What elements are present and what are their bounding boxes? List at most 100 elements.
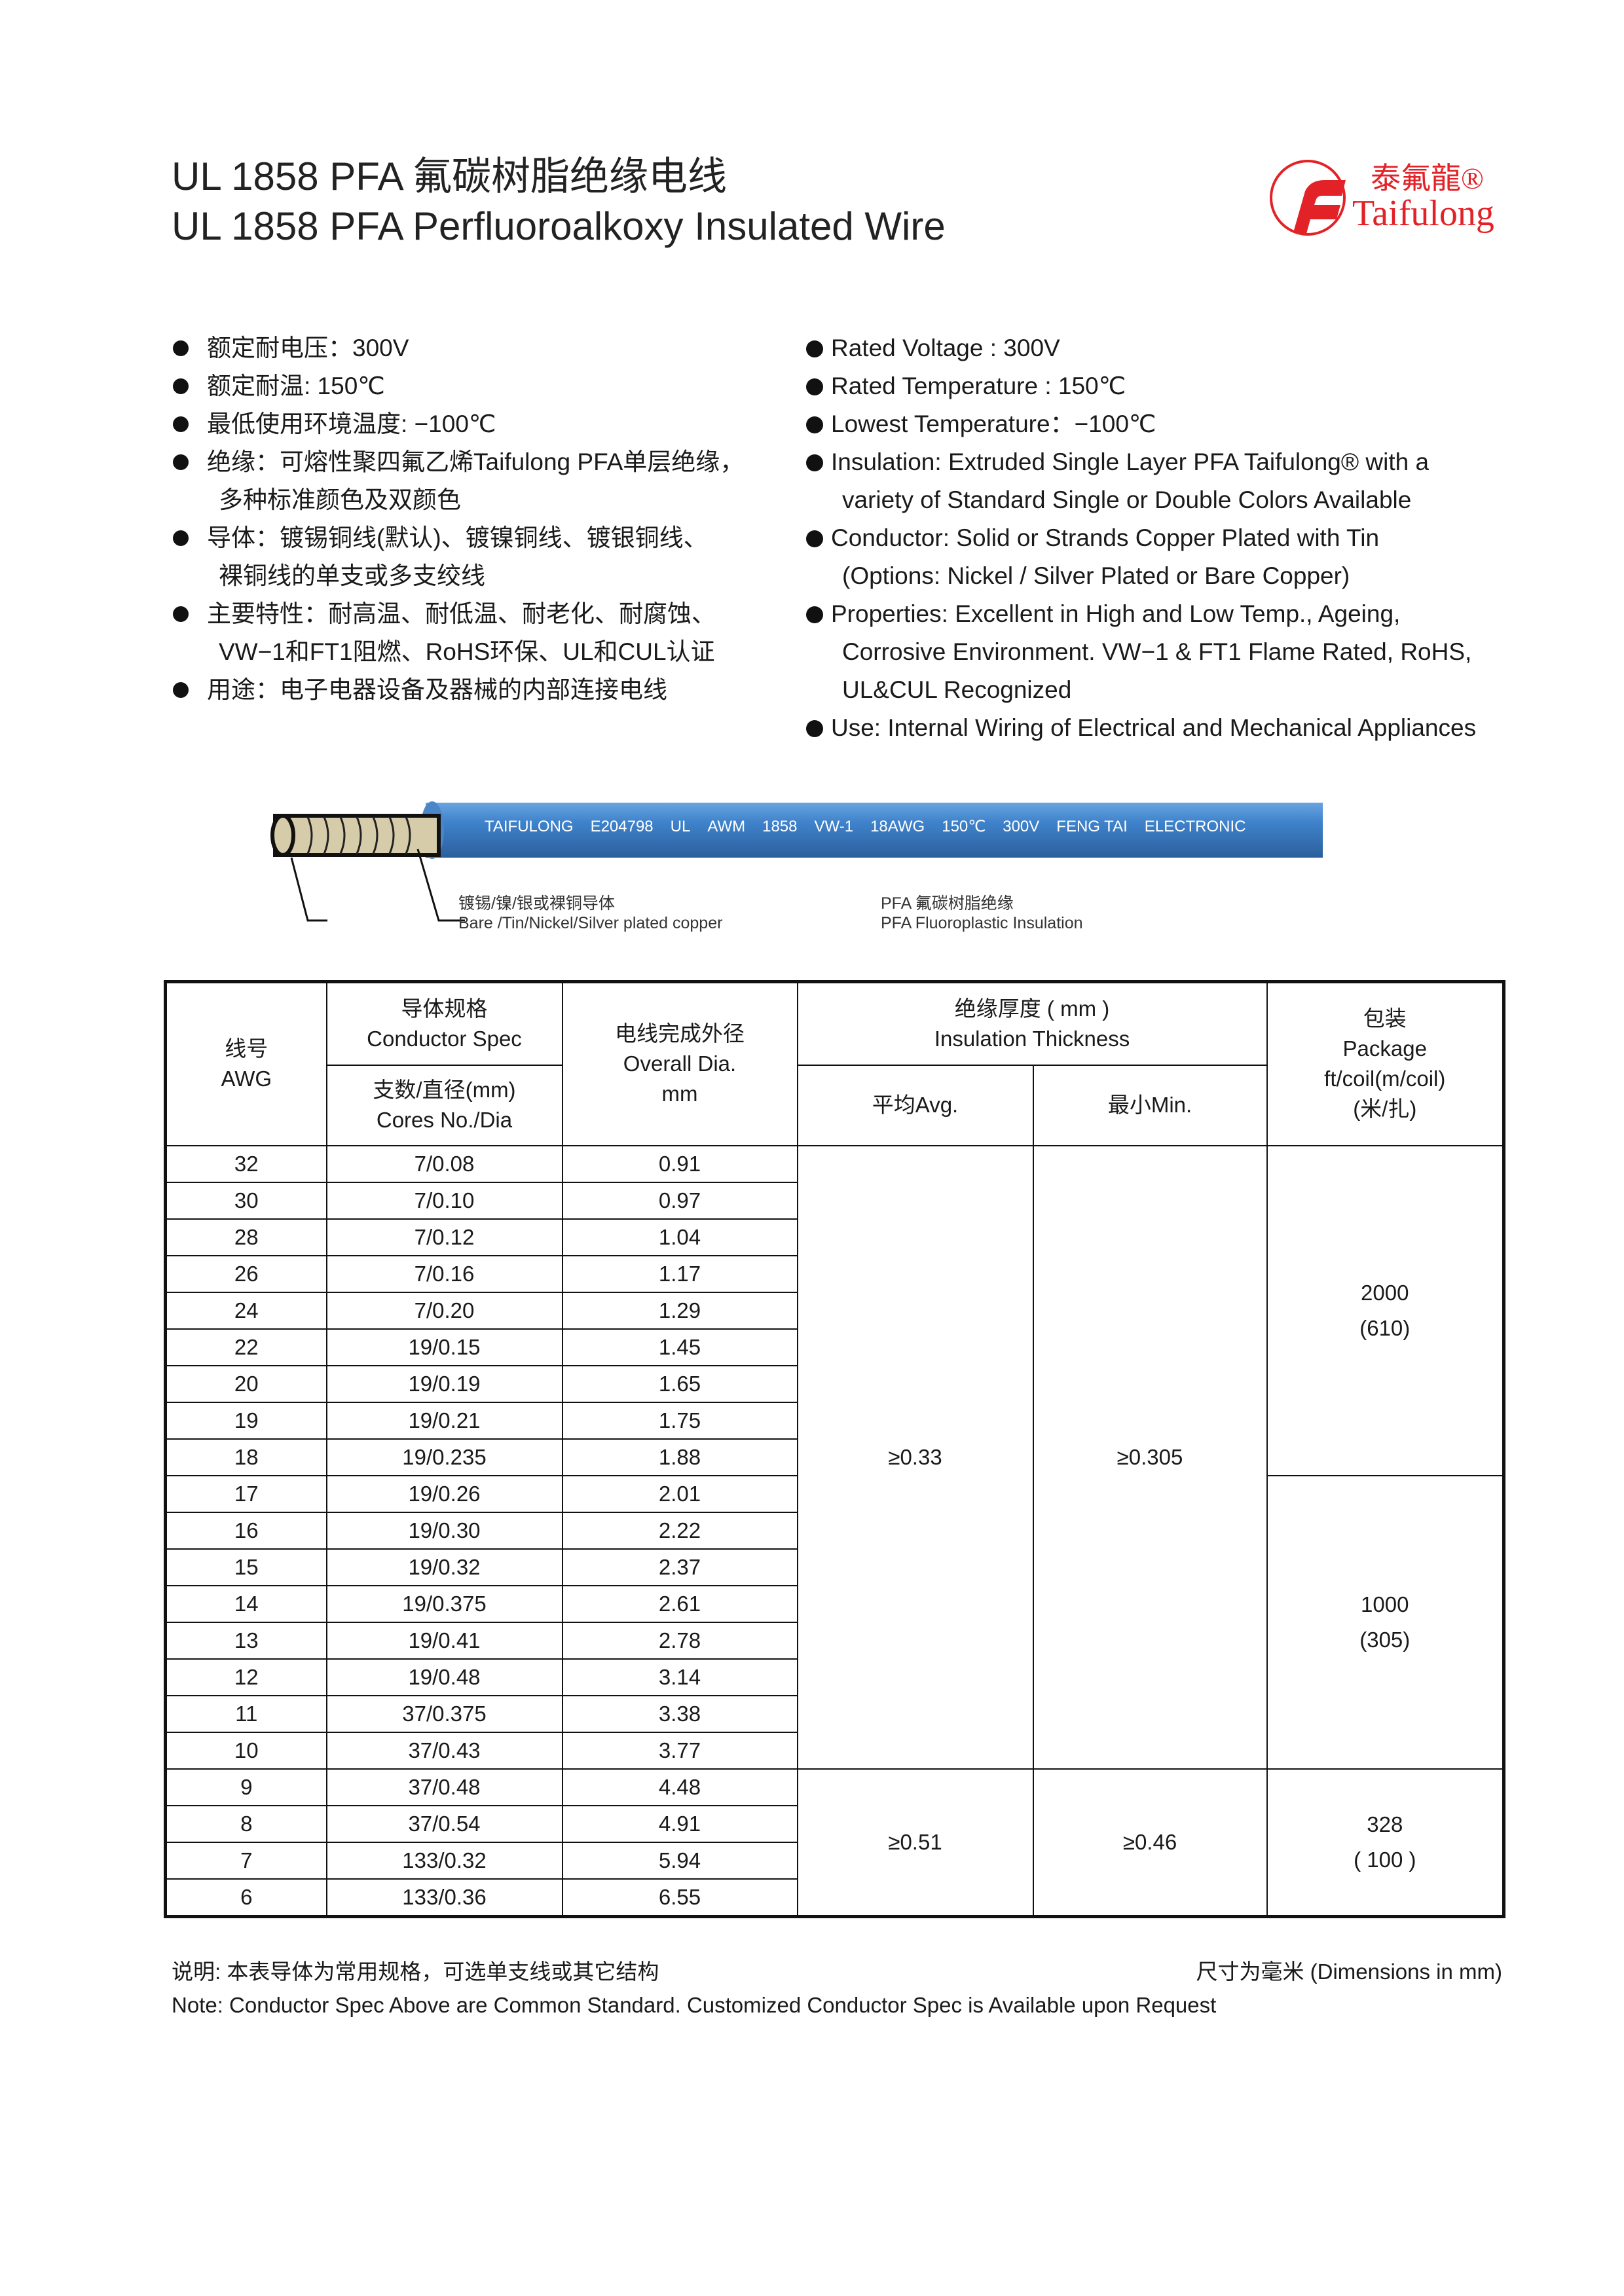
package-cell: 2000 (610): [1266, 1144, 1505, 1476]
table-row: 13 19/0.41 2.78: [164, 1621, 1504, 1660]
cores-cell: 19/0.32: [325, 1548, 563, 1586]
overall-dia-cell: 0.97: [561, 1181, 798, 1220]
feature-text: 额定耐温: 150℃: [207, 373, 385, 399]
overall-dia-cell: 2.61: [561, 1584, 798, 1623]
bullet-icon: [173, 530, 189, 546]
awg-cell: 24: [164, 1291, 327, 1330]
feature-item: Use: Internal Wiring of Electrical and M…: [806, 709, 1476, 747]
cores-cell: 19/0.41: [325, 1621, 563, 1660]
bullet-icon: [806, 606, 823, 623]
cable-print-item: 150℃: [942, 818, 986, 835]
package-cell: 1000 (305): [1266, 1474, 1505, 1770]
bullet-icon: [806, 416, 823, 433]
feature-text: Corrosive Environment. VW−1 & FT1 Flame …: [842, 638, 1472, 665]
overall-dia-cell: 2.22: [561, 1511, 798, 1550]
feature-item: Rated Temperature : 150℃: [806, 367, 1476, 405]
bullet-icon: [173, 682, 189, 698]
bullet-icon: [173, 378, 189, 394]
awg-cell: 17: [164, 1474, 327, 1513]
table-row: 32 7/0.08 0.91 ≥0.33 ≥0.305 2000 (610): [164, 1144, 1505, 1770]
bullet-icon: [173, 454, 189, 470]
table-row: 8 37/0.54 4.91: [164, 1804, 1504, 1843]
logo-en: Taifulong: [1352, 193, 1494, 234]
bullet-icon: [806, 378, 823, 395]
awg-cell: 6: [164, 1878, 327, 1917]
table-row: 17 19/0.26 2.01 1000 (305): [164, 1474, 1505, 1770]
feature-text: Use: Internal Wiring of Electrical and M…: [831, 714, 1477, 741]
overall-dia-cell: 1.17: [561, 1254, 798, 1293]
table-row: 12 19/0.48 3.14: [164, 1658, 1504, 1696]
note-cn: 说明: 本表导体为常用规格，可选单支线或其它结构: [172, 1959, 659, 1984]
cable-print-item: 300V: [1003, 818, 1040, 835]
overall-dia-cell: 1.45: [561, 1328, 798, 1366]
cores-cell: 7/0.20: [325, 1291, 563, 1330]
feature-item: 主要特性：耐高温、耐低温、耐老化、耐腐蚀、: [173, 595, 744, 633]
table-row: 18 19/0.235 1.88: [164, 1438, 1504, 1476]
feature-text: 用途：电子电器设备及器械的内部连接电线: [207, 676, 667, 703]
awg-cell: 22: [164, 1328, 327, 1366]
cable-print-item: ELECTRONIC: [1144, 818, 1246, 835]
table-row: 15 19/0.32 2.37: [164, 1548, 1504, 1586]
awg-cell: 7: [164, 1841, 327, 1880]
feature-item: 导体：镀锡铜线(默认)、镀镍铜线、镀银铜线、: [173, 519, 744, 557]
cable-print-item: VW-1: [814, 818, 854, 835]
overall-dia-cell: 4.91: [561, 1804, 798, 1843]
insulation-min-cell: ≥0.46: [1032, 1768, 1268, 1917]
conductor-label-cn: 镀锡/镍/银或裸铜导体: [458, 894, 615, 913]
overall-dia-cell: 2.01: [561, 1474, 798, 1513]
feature-text: 多种标准颜色及双颜色: [219, 486, 461, 513]
overall-dia-cell: 2.78: [561, 1621, 798, 1660]
cores-cell: 19/0.30: [325, 1511, 563, 1550]
cable-print-item: FENG TAI: [1056, 818, 1128, 835]
awg-cell: 14: [164, 1584, 327, 1623]
awg-cell: 16: [164, 1511, 327, 1550]
feature-text: Rated Temperature : 150℃: [831, 373, 1126, 399]
header-conductor: 导体规格 Conductor Spec: [325, 981, 563, 1066]
feature-text: Lowest Temperature：−100℃: [831, 410, 1156, 437]
insulation-avg-cell: ≥0.33: [796, 1144, 1034, 1770]
feature-item: 多种标准颜色及双颜色: [173, 481, 744, 519]
cores-cell: 7/0.16: [325, 1254, 563, 1293]
overall-dia-cell: 4.48: [561, 1768, 798, 1806]
overall-dia-cell: 1.04: [561, 1218, 798, 1256]
bullet-icon: [806, 720, 823, 737]
table-row: 19 19/0.21 1.75: [164, 1401, 1504, 1440]
feature-item: Rated Voltage : 300V: [806, 329, 1476, 367]
bullet-icon: [806, 454, 823, 471]
feature-text: (Options: Nickel / Silver Plated or Bare…: [842, 562, 1350, 589]
feature-text: 最低使用环境温度: −100℃: [207, 410, 496, 437]
cable-print-item: AWM: [707, 818, 746, 835]
feature-item: VW−1和FT1阻燃、RoHS环保、UL和CUL认证: [173, 633, 744, 671]
cores-cell: 7/0.08: [325, 1144, 563, 1183]
table-row: 6 133/0.36 6.55: [164, 1878, 1504, 1917]
bullet-icon: [806, 340, 823, 357]
table-row: 16 19/0.30 2.22: [164, 1511, 1504, 1550]
feature-item: Conductor: Solid or Strands Copper Plate…: [806, 519, 1476, 557]
feature-text: Conductor: Solid or Strands Copper Plate…: [831, 524, 1380, 551]
logo-cn: 泰氟龍®: [1371, 162, 1484, 195]
header-awg: 线号 AWG: [164, 981, 327, 1146]
cores-cell: 133/0.36: [325, 1878, 563, 1917]
overall-dia-cell: 3.77: [561, 1731, 798, 1770]
feature-item: (Options: Nickel / Silver Plated or Bare…: [806, 557, 1476, 595]
header-insulation: 绝缘厚度 ( mm ) Insulation Thickness: [796, 981, 1268, 1066]
title-cn: UL 1858 PFA 氟碳树脂绝缘电线: [172, 155, 728, 198]
cable-print-item: E204798: [590, 818, 654, 835]
bullet-icon: [173, 340, 189, 356]
table-row: 30 7/0.10 0.97: [164, 1181, 1504, 1220]
feature-text: 额定耐电压：300V: [207, 335, 409, 361]
awg-cell: 20: [164, 1364, 327, 1403]
cores-cell: 19/0.15: [325, 1328, 563, 1366]
feature-text: 绝缘：可熔性聚四氟乙烯Taifulong PFA单层绝缘，: [207, 448, 745, 475]
overall-dia-cell: 1.29: [561, 1291, 798, 1330]
cores-cell: 19/0.48: [325, 1658, 563, 1696]
overall-dia-cell: 2.37: [561, 1548, 798, 1586]
feature-item: Lowest Temperature：−100℃: [806, 405, 1476, 443]
cores-cell: 19/0.235: [325, 1438, 563, 1476]
feature-item: variety of Standard Single or Double Col…: [806, 481, 1476, 519]
table-row: 14 19/0.375 2.61: [164, 1584, 1504, 1623]
feature-text: Insulation: Extruded Single Layer PFA Ta…: [831, 448, 1430, 475]
overall-dia-cell: 3.38: [561, 1694, 798, 1733]
conductor-label-en: Bare /Tin/Nickel/Silver plated copper: [458, 914, 723, 932]
header-cores: 支数/直径(mm) Cores No./Dia: [325, 1064, 563, 1146]
